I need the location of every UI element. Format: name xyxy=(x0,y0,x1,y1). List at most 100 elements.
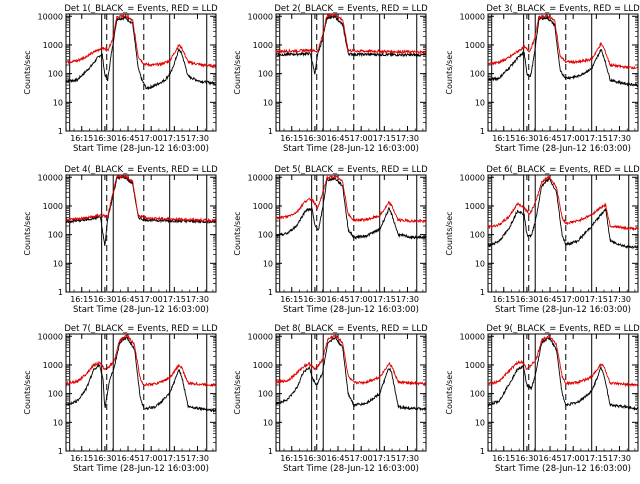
y-tick-label: 1000 xyxy=(465,202,485,211)
y-tick-label: 100 xyxy=(48,231,63,240)
plot-frame xyxy=(275,174,427,293)
x-tick-label: 16:45 xyxy=(117,454,140,463)
y-tick-label: 100 xyxy=(258,390,273,399)
plot-frame xyxy=(487,333,639,452)
y-tick-label: 1000 xyxy=(465,41,485,50)
x-tick-label: 17:30 xyxy=(186,454,209,463)
panel-6: Det 6(_BLACK_= Events, RED = LLD 1 10 100 10… xyxy=(445,165,640,315)
series-lld-line xyxy=(275,12,426,55)
panel-7: Det 7(_BLACK_= Events, RED = LLD 1 10 100 10… xyxy=(23,324,218,474)
y-tick-label: 10 xyxy=(475,259,485,268)
y-tick-label: 100 xyxy=(48,70,63,79)
x-tick-label: 17:00 xyxy=(562,295,585,304)
series-events-line xyxy=(65,175,217,247)
series-events-line xyxy=(487,15,638,88)
x-tick-label: 17:30 xyxy=(396,454,419,463)
panel-3: Det 3(_BLACK_= Events, RED = LLD 1 10 100 10… xyxy=(445,4,640,154)
y-tick-label: 1 xyxy=(268,447,273,456)
x-tick-label: 16:30 xyxy=(93,134,116,143)
y-tick-label: 1 xyxy=(268,127,273,136)
y-tick-label: 100 xyxy=(470,231,485,240)
y-tick-label: 10 xyxy=(475,418,485,427)
panel-title: Det 6(_BLACK_= Events, RED = LLD xyxy=(486,165,640,175)
x-axis-label: Start Time (28-Jun-12 16:03:00) xyxy=(283,305,419,315)
x-tick-label: 16:45 xyxy=(539,295,562,304)
series-lld-line xyxy=(275,333,427,387)
x-tick-label: 16:15 xyxy=(280,454,303,463)
y-tick-label: 10000 xyxy=(460,332,485,341)
x-tick-label: 17:30 xyxy=(396,295,419,304)
x-tick-label: 16:15 xyxy=(492,134,515,143)
x-tick-label: 16:15 xyxy=(280,295,303,304)
x-tick-label: 17:15 xyxy=(373,454,396,463)
series-events-line xyxy=(487,337,639,412)
x-tick-label: 17:15 xyxy=(163,134,186,143)
x-tick-label: 17:30 xyxy=(396,134,419,143)
y-tick-label: 100 xyxy=(258,231,273,240)
y-tick-label: 1000 xyxy=(253,361,273,370)
y-tick-label: 1 xyxy=(58,447,63,456)
x-tick-label: 17:15 xyxy=(585,454,608,463)
y-axis-label: Counts/sec xyxy=(23,50,32,94)
series-lld-line xyxy=(65,334,217,388)
series-events-line xyxy=(487,177,639,250)
x-axis-label: Start Time (28-Jun-12 16:03:00) xyxy=(283,464,419,474)
y-tick-label: 10000 xyxy=(248,173,273,182)
y-tick-label: 1 xyxy=(58,127,63,136)
y-tick-label: 1000 xyxy=(43,41,63,50)
x-tick-label: 16:30 xyxy=(303,295,326,304)
x-tick-label: 17:15 xyxy=(373,134,396,143)
panel-title: Det 1(_BLACK_= Events, RED = LLD xyxy=(64,4,218,14)
y-axis-label: Counts/sec xyxy=(445,370,454,414)
y-tick-label: 10 xyxy=(263,418,273,427)
y-tick-label: 10000 xyxy=(460,173,485,182)
x-tick-label: 17:00 xyxy=(350,454,373,463)
panel-title: Det 5(_BLACK_= Events, RED = LLD xyxy=(274,165,428,175)
y-axis-label: Counts/sec xyxy=(233,370,242,414)
plot-frame xyxy=(65,174,217,293)
x-tick-label: 17:00 xyxy=(140,295,163,304)
y-axis-label: Counts/sec xyxy=(23,370,32,414)
plot-frame xyxy=(275,13,427,132)
x-tick-label: 17:00 xyxy=(350,134,373,143)
y-tick-label: 100 xyxy=(470,390,485,399)
x-tick-label: 17:30 xyxy=(186,134,209,143)
y-tick-label: 1 xyxy=(480,127,485,136)
series-lld-line xyxy=(487,174,639,231)
x-tick-label: 16:30 xyxy=(93,454,116,463)
series-events-line xyxy=(275,14,426,75)
plot-frame xyxy=(487,174,639,293)
y-axis-label: Counts/sec xyxy=(233,211,242,255)
y-tick-label: 1000 xyxy=(253,41,273,50)
series-events-line xyxy=(65,336,217,414)
y-axis-label: Counts/sec xyxy=(23,211,32,255)
series-events-line xyxy=(275,336,427,412)
x-axis-label: Start Time (28-Jun-12 16:03:00) xyxy=(495,305,631,315)
x-tick-label: 16:15 xyxy=(280,134,303,143)
x-tick-label: 16:45 xyxy=(327,134,350,143)
x-axis-label: Start Time (28-Jun-12 16:03:00) xyxy=(73,305,209,315)
x-tick-label: 16:30 xyxy=(303,134,326,143)
y-tick-label: 1 xyxy=(480,447,485,456)
x-tick-label: 16:45 xyxy=(327,295,350,304)
y-tick-label: 1000 xyxy=(465,361,485,370)
y-tick-label: 1 xyxy=(58,288,63,297)
panel-title: Det 9(_BLACK_= Events, RED = LLD xyxy=(486,324,640,334)
x-tick-label: 17:00 xyxy=(140,134,163,143)
x-axis-label: Start Time (28-Jun-12 16:03:00) xyxy=(283,144,419,154)
y-axis-label: Counts/sec xyxy=(233,50,242,94)
series-lld-line xyxy=(487,334,639,388)
x-tick-label: 16:30 xyxy=(515,454,538,463)
x-tick-label: 17:30 xyxy=(608,295,631,304)
x-tick-label: 16:45 xyxy=(117,134,140,143)
series-lld-line xyxy=(275,174,427,224)
x-tick-label: 16:45 xyxy=(539,134,562,143)
x-tick-label: 17:15 xyxy=(373,295,396,304)
x-tick-label: 16:15 xyxy=(70,454,93,463)
y-tick-label: 100 xyxy=(258,70,273,79)
panel-1: Det 1(_BLACK_= Events, RED = LLD 1 10 100 10… xyxy=(23,4,218,154)
panel-title: Det 7(_BLACK_= Events, RED = LLD xyxy=(64,324,218,334)
x-tick-label: 16:30 xyxy=(93,295,116,304)
series-lld-line xyxy=(65,13,216,69)
